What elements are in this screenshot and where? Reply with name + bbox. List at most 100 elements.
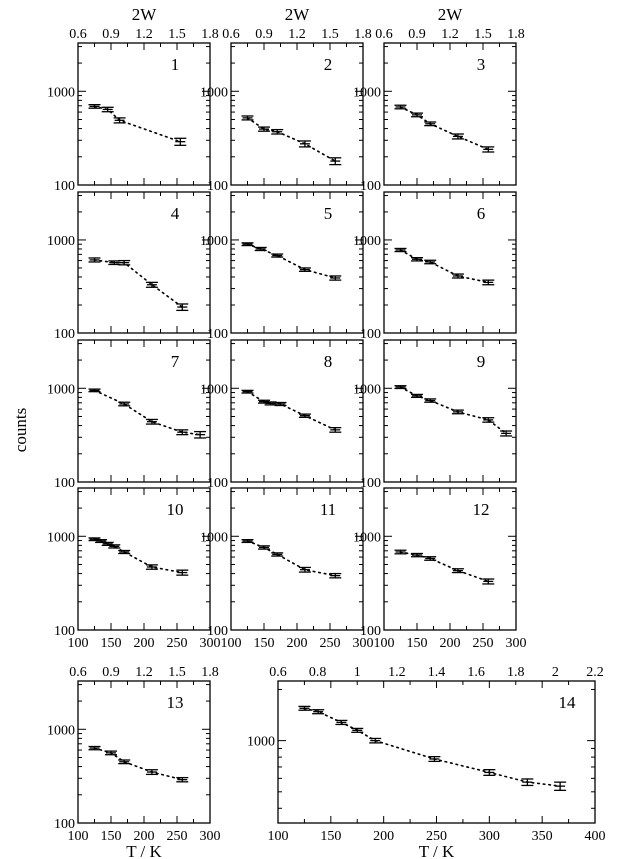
y-tick-label: 100 — [207, 327, 228, 342]
panel-number: 4 — [171, 204, 180, 223]
y-tick-label: 100 — [207, 476, 228, 491]
panel-number: 8 — [324, 352, 333, 371]
data-point — [113, 117, 126, 124]
y-tick-label: 1000 — [353, 85, 381, 100]
x-tick-label: 250 — [167, 636, 188, 651]
data-point — [241, 115, 254, 121]
y-tick-label: 100 — [54, 624, 75, 639]
data-point — [105, 750, 117, 756]
y-tick-label: 100 — [207, 624, 228, 639]
x-tick-label: 100 — [221, 636, 242, 651]
data-point — [411, 112, 423, 118]
data-point — [424, 121, 437, 127]
data-point — [271, 128, 284, 135]
data-point — [274, 401, 287, 407]
data-point — [241, 389, 254, 394]
x-tick-label: 300 — [479, 829, 500, 844]
top-tick-label: 1.2 — [441, 27, 459, 42]
data-point — [176, 776, 189, 783]
panel-frame — [77, 339, 211, 483]
data-point — [88, 388, 101, 393]
series-line — [246, 390, 337, 431]
top-tick-label: 0.9 — [102, 665, 120, 680]
x-tick-label: 300 — [200, 636, 221, 651]
x-tick-label: 150 — [320, 829, 341, 844]
data-point — [108, 260, 121, 266]
data-point — [394, 549, 407, 555]
panel-5 — [230, 191, 364, 334]
data-point — [554, 781, 567, 792]
panel-number: 3 — [477, 55, 486, 74]
data-point — [428, 756, 441, 763]
x-tick-label: 200 — [287, 636, 308, 651]
x-tick-label: 100 — [68, 636, 89, 651]
x-tick-label: 100 — [374, 636, 395, 651]
y-tick-label: 1000 — [353, 234, 381, 249]
top-tick-label: 0.6 — [69, 27, 87, 42]
data-point — [241, 539, 254, 544]
data-point — [312, 709, 325, 715]
top-tick-label: 0.6 — [222, 27, 240, 42]
data-point — [329, 157, 342, 166]
x-tick-label: 200 — [373, 829, 394, 844]
y-tick-label: 1000 — [353, 530, 381, 545]
data-point — [174, 137, 187, 146]
x-tick-label: 250 — [426, 829, 447, 844]
data-point — [88, 257, 101, 263]
panel-number: 14 — [559, 693, 577, 712]
data-point — [500, 430, 513, 437]
panel-frame — [230, 42, 364, 186]
data-point — [145, 418, 158, 425]
top-tick-label: 1.5 — [321, 27, 339, 42]
panel-8 — [230, 339, 364, 483]
top-tick-label: 0.9 — [102, 27, 120, 42]
panel-9 — [383, 339, 517, 483]
data-point — [424, 398, 437, 403]
y-tick-label: 1000 — [47, 234, 75, 249]
y-tick-label: 100 — [360, 327, 381, 342]
y-tick-label: 100 — [54, 476, 75, 491]
data-point — [194, 430, 207, 439]
x-tick-label: 100 — [268, 829, 289, 844]
panel-frame — [383, 487, 517, 631]
series-line — [93, 389, 201, 436]
panel-frame — [383, 339, 517, 483]
panel-number: 5 — [324, 204, 333, 223]
top-tick-label: 0.9 — [255, 27, 273, 42]
y-tick-label: 100 — [54, 817, 75, 832]
y-tick-label: 1000 — [47, 382, 75, 397]
data-point — [118, 759, 131, 765]
data-point — [329, 427, 342, 433]
data-point — [482, 417, 495, 423]
y-tick-label: 100 — [54, 327, 75, 342]
data-point — [241, 242, 254, 247]
top-axis-label: 2W — [438, 5, 464, 24]
x-tick-label: 100 — [68, 829, 89, 844]
data-point — [271, 552, 284, 557]
y-tick-label: 1000 — [247, 735, 275, 750]
panel-3 — [383, 42, 517, 186]
data-point — [88, 745, 101, 751]
data-point — [118, 259, 131, 266]
data-point — [351, 727, 364, 733]
y-axis-label: counts — [11, 408, 30, 452]
data-point — [118, 401, 131, 407]
data-point — [483, 769, 496, 776]
data-point — [369, 737, 382, 744]
panel-number: 2 — [324, 55, 333, 74]
data-point — [482, 578, 495, 585]
panel-2 — [230, 42, 364, 186]
panel-frame — [230, 191, 364, 334]
top-axis-label: 2W — [132, 5, 158, 24]
series-line — [246, 243, 337, 279]
data-point — [176, 569, 189, 576]
panel-frame — [383, 42, 517, 186]
y-tick-label: 1000 — [200, 85, 228, 100]
top-tick-label: 0.6 — [69, 665, 87, 680]
x-tick-label: 200 — [134, 829, 155, 844]
data-point — [451, 133, 464, 140]
top-tick-label: 1.5 — [168, 665, 186, 680]
y-tick-label: 1000 — [200, 530, 228, 545]
data-point — [411, 393, 423, 399]
data-point — [101, 106, 114, 113]
